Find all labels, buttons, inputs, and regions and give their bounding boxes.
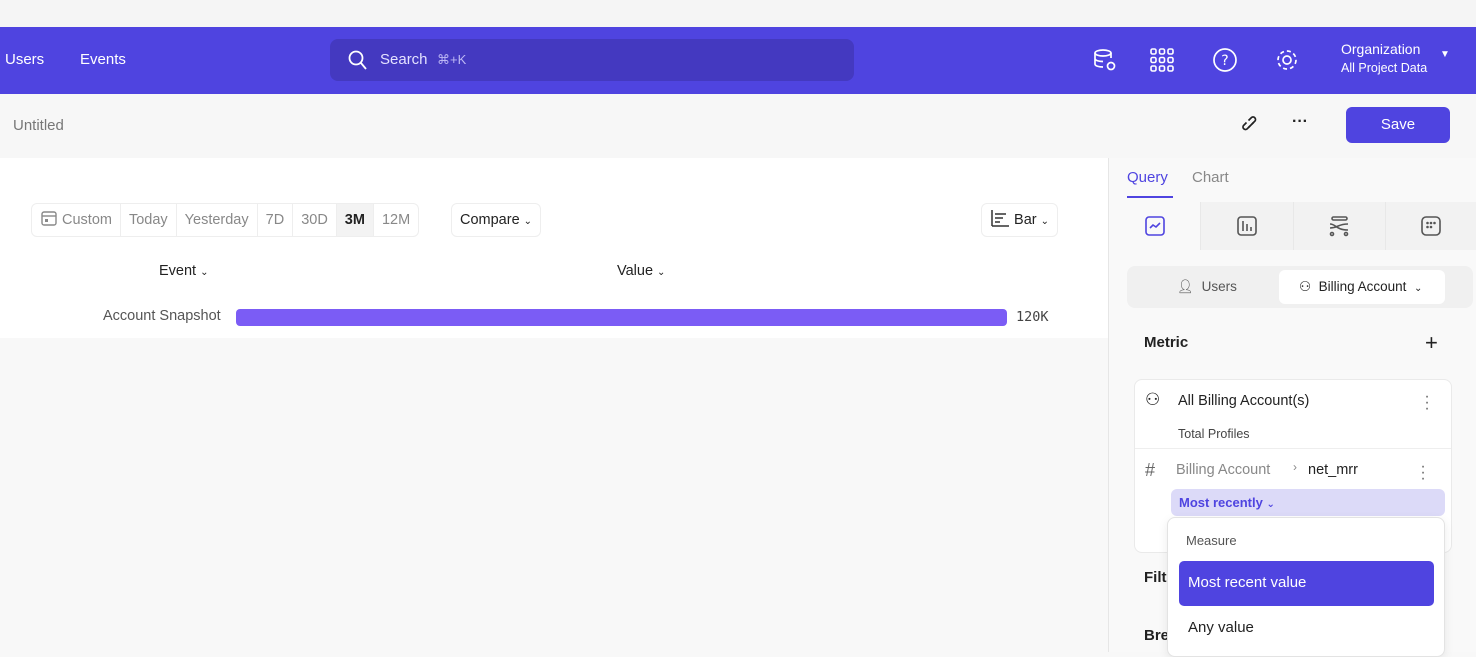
bar-track <box>236 309 1007 326</box>
bar-value-label: 120K <box>1016 309 1049 325</box>
report-header: Untitled <box>0 94 1108 158</box>
chevron-down-icon: ⌄ <box>1266 499 1275 510</box>
visualization-selector <box>1109 202 1476 250</box>
metric-title[interactable]: All Billing Account(s) <box>1178 393 1310 409</box>
column-header-event[interactable]: Event ⌄ <box>159 263 209 279</box>
entity-billing-account[interactable]: ⚇ Billing Account ⌄ <box>1279 270 1445 304</box>
viz-flows[interactable] <box>1294 202 1386 250</box>
user-icon: 👤︎ <box>1177 279 1195 294</box>
database-settings-icon[interactable] <box>1092 47 1118 73</box>
viz-insights[interactable] <box>1109 202 1202 250</box>
search-input[interactable]: Search ⌘+K <box>330 39 854 81</box>
link-icon[interactable] <box>1242 116 1260 134</box>
range-30d[interactable]: 30D <box>293 204 337 236</box>
entity-label: Users <box>1201 279 1237 294</box>
property-parent: Billing Account <box>1176 462 1271 478</box>
metric-subtitle: Total Profiles <box>1178 427 1250 441</box>
entity-users[interactable]: 👤︎ Users <box>1177 279 1237 295</box>
breakdown-heading: Breakdown <box>1144 627 1168 644</box>
group-icon: ⚇ <box>1145 390 1161 409</box>
chevron-right-icon: › <box>1293 460 1297 474</box>
org-subtitle: All Project Data <box>1341 61 1428 75</box>
aggregation-label: Most recently <box>1179 495 1263 510</box>
metric-kebab-icon[interactable]: · · · <box>1424 388 1430 417</box>
property-name[interactable]: net_mrr <box>1308 462 1358 478</box>
filters-heading: Filters <box>1144 569 1168 586</box>
org-selector[interactable]: Organization All Project Data ▼ <box>1341 41 1450 75</box>
search-placeholder: Search <box>380 51 428 68</box>
search-icon <box>348 50 367 70</box>
compare-dropdown[interactable]: Compare ⌄ <box>451 203 542 237</box>
viz-funnels[interactable] <box>1201 202 1294 250</box>
entity-label: Billing Account <box>1318 279 1407 294</box>
column-label: Value <box>617 263 654 279</box>
retention-grid-icon <box>1421 216 1442 236</box>
report-title[interactable]: Untitled <box>13 117 64 134</box>
range-12m[interactable]: 12M <box>381 212 411 228</box>
group-icon: ⚇ <box>1299 279 1312 294</box>
measure-dropdown-menu: Measure Most recent value Any value <box>1167 517 1445 657</box>
option-any-value[interactable]: Any value <box>1188 619 1254 636</box>
add-metric-icon[interactable]: + <box>1425 330 1438 355</box>
bar-chart-icon <box>991 210 1009 227</box>
range-label: Custom <box>62 212 112 228</box>
chevron-down-icon: ⌄ <box>657 267 666 278</box>
chevron-down-icon: ⌄ <box>1040 216 1050 227</box>
chart-type-dropdown[interactable]: Bar ⌄ <box>981 203 1059 237</box>
settings-gear-icon[interactable] <box>1274 47 1300 73</box>
divider <box>1135 448 1451 449</box>
tab-chart[interactable]: Chart <box>1192 169 1229 186</box>
window-top-strip <box>0 0 1476 27</box>
metric-heading: Metric <box>1144 334 1189 351</box>
chevron-down-icon: ⌄ <box>523 216 533 227</box>
column-header-value[interactable]: Value ⌄ <box>617 263 665 279</box>
caret-down-icon: ▼ <box>1440 49 1450 60</box>
viz-retention[interactable] <box>1386 202 1476 250</box>
range-7d[interactable]: 7D <box>258 204 294 236</box>
property-kebab-icon[interactable]: · · · <box>1420 458 1426 487</box>
menu-header: Measure <box>1186 533 1237 548</box>
range-3m[interactable]: 3M <box>336 204 374 236</box>
numeric-property-icon: # <box>1145 460 1156 480</box>
apps-grid-icon[interactable] <box>1149 47 1175 73</box>
tab-query[interactable]: Query <box>1127 169 1168 186</box>
bar-category-label: Account Snapshot <box>103 308 221 324</box>
svg-text:?: ? <box>1221 53 1228 69</box>
column-label: Event <box>159 263 197 279</box>
option-most-recent-value[interactable]: Most recent value <box>1179 561 1434 606</box>
bar-account-snapshot[interactable] <box>236 309 1007 326</box>
bar-chart-icon <box>1237 216 1257 236</box>
date-range-selector: Custom Today Yesterday 7D 30D 3M 12M <box>31 203 420 237</box>
help-icon[interactable]: ? <box>1212 47 1238 73</box>
compare-label: Compare <box>460 212 520 228</box>
range-custom[interactable]: Custom <box>32 204 121 236</box>
chart-area: Custom Today Yesterday 7D 30D 3M 12M Com… <box>0 158 1108 338</box>
top-nav: Users Events Search ⌘+K ? Organization A… <box>0 27 1476 94</box>
range-yesterday[interactable]: Yesterday <box>177 204 258 236</box>
nav-events[interactable]: Events <box>80 51 126 68</box>
aggregation-dropdown[interactable]: Most recently ⌄ <box>1171 489 1445 516</box>
flows-icon <box>1329 216 1349 237</box>
search-shortcut: ⌘+K <box>437 52 467 67</box>
calendar-icon <box>41 211 57 226</box>
chevron-down-icon: ⌄ <box>1413 283 1423 294</box>
nav-users[interactable]: Users <box>5 51 45 68</box>
line-chart-icon <box>1144 216 1165 236</box>
entity-selector: 👤︎ Users ⚇ Billing Account ⌄ <box>1127 266 1473 308</box>
range-today[interactable]: Today <box>121 204 177 236</box>
chevron-down-icon: ⌄ <box>200 267 209 278</box>
active-tab-indicator <box>1127 196 1173 198</box>
more-options-icon[interactable]: ··· <box>1292 113 1308 130</box>
org-title: Organization <box>1341 41 1421 57</box>
save-button[interactable]: Save <box>1346 107 1450 143</box>
chart-type-label: Bar <box>1014 212 1037 228</box>
